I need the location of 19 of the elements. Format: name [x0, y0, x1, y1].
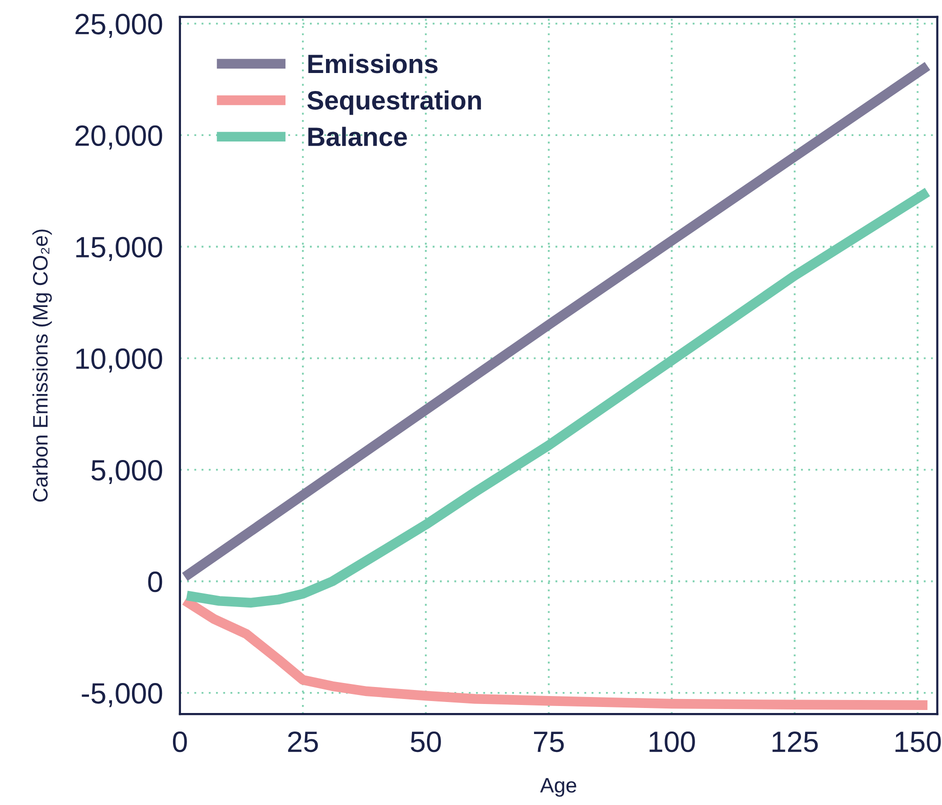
legend-label: Sequestration	[307, 90, 481, 115]
legend-label: Balance	[308, 126, 407, 146]
x-tick-label: 50	[410, 731, 441, 752]
x-tick-label: 150	[896, 731, 941, 752]
x-tick-label: 25	[288, 731, 318, 752]
y-tick-label: 15,000	[76, 236, 162, 261]
x-axis-title: Age	[540, 778, 576, 797]
y-axis-title: Carbon Emissions (Mg CO₂e)	[32, 230, 52, 502]
x-tick-label: 75	[534, 732, 564, 752]
legend-label: Emissions	[308, 54, 438, 74]
y-tick-label: 25,000	[76, 14, 162, 38]
y-tick-label: 5,000	[91, 460, 162, 484]
x-tick-label: 125	[772, 731, 818, 752]
x-tick-label: 100	[650, 731, 695, 752]
y-tick-label: 10,000	[76, 348, 162, 373]
y-tick-label: 20,000	[76, 125, 162, 150]
x-tick-label: 0	[172, 731, 187, 752]
y-tick-label: 0	[148, 572, 162, 592]
y-tick-label: -5,000	[82, 683, 162, 708]
